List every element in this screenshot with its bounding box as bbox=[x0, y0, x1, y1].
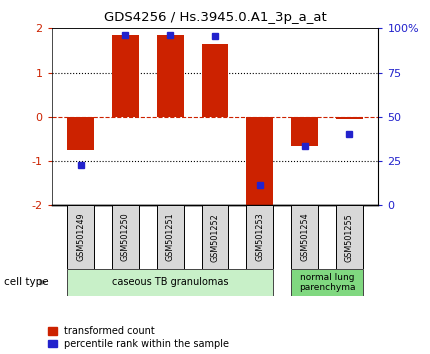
Text: GSM501250: GSM501250 bbox=[121, 213, 130, 262]
Text: GSM501255: GSM501255 bbox=[345, 213, 354, 262]
Bar bbox=[202, 44, 228, 117]
Text: caseous TB granulomas: caseous TB granulomas bbox=[112, 277, 228, 287]
Text: cell type: cell type bbox=[4, 277, 49, 287]
Bar bbox=[291, 117, 318, 145]
Text: GSM501254: GSM501254 bbox=[300, 213, 309, 262]
Bar bbox=[246, 117, 273, 207]
Text: GSM501253: GSM501253 bbox=[255, 213, 264, 262]
Bar bbox=[157, 35, 184, 117]
Text: GSM501252: GSM501252 bbox=[211, 213, 219, 262]
Legend: transformed count, percentile rank within the sample: transformed count, percentile rank withi… bbox=[48, 326, 229, 349]
Bar bbox=[291, 269, 363, 296]
Text: normal lung
parenchyma: normal lung parenchyma bbox=[299, 273, 355, 292]
Bar bbox=[67, 205, 94, 269]
Bar bbox=[291, 205, 318, 269]
Bar bbox=[246, 205, 273, 269]
Bar bbox=[67, 117, 94, 150]
Text: GSM501249: GSM501249 bbox=[76, 213, 85, 262]
Bar bbox=[112, 205, 139, 269]
Bar bbox=[336, 205, 363, 269]
Text: GSM501251: GSM501251 bbox=[166, 213, 175, 262]
Bar bbox=[67, 269, 273, 296]
Bar bbox=[202, 205, 228, 269]
Bar bbox=[336, 117, 363, 119]
Bar bbox=[112, 35, 139, 117]
Title: GDS4256 / Hs.3945.0.A1_3p_a_at: GDS4256 / Hs.3945.0.A1_3p_a_at bbox=[104, 11, 326, 24]
Bar bbox=[157, 205, 184, 269]
